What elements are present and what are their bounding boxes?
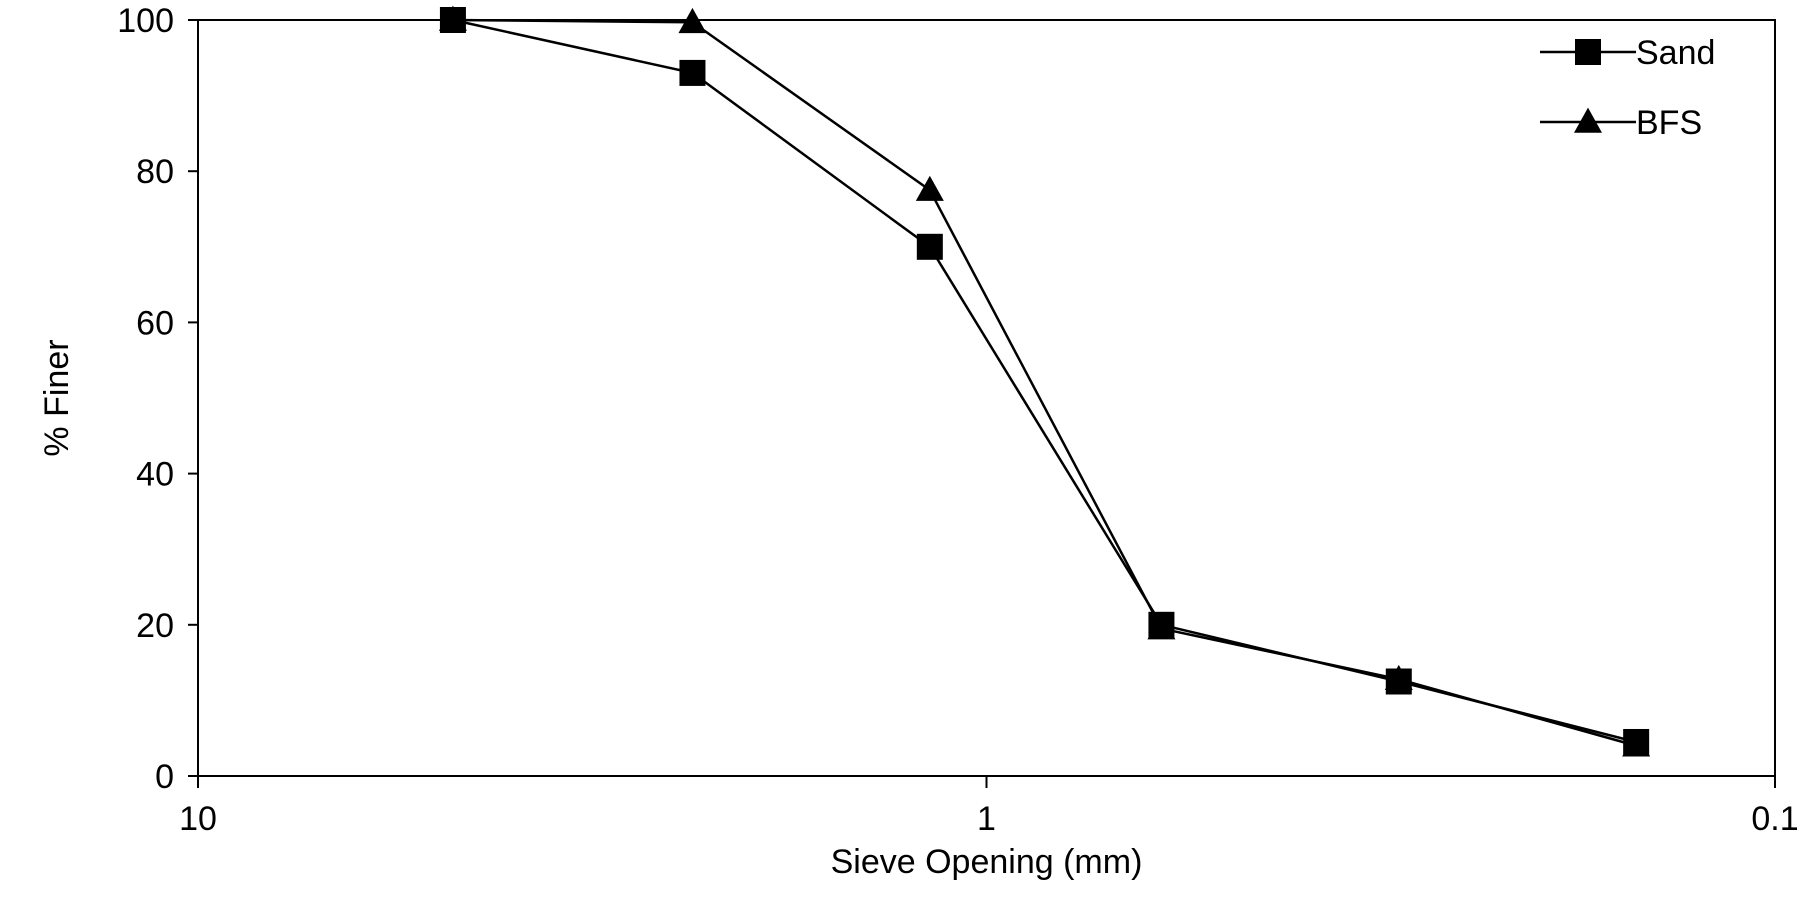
y-tick-label: 20 bbox=[136, 607, 174, 645]
data-point-bfs bbox=[915, 175, 944, 201]
y-tick-label: 60 bbox=[136, 304, 174, 342]
data-point-bfs bbox=[678, 7, 707, 34]
legend-label-bfs: BFS bbox=[1636, 104, 1702, 142]
legend-marker-bfs bbox=[1574, 107, 1602, 133]
series-bfs bbox=[438, 5, 1651, 757]
y-axis-title: % Finer bbox=[38, 339, 76, 456]
x-tick-label: 1 bbox=[977, 800, 996, 838]
y-axis: 0 20 40 60 80 100 bbox=[117, 2, 198, 796]
x-axis-title: Sieve Opening (mm) bbox=[831, 843, 1143, 881]
legend-item-sand: Sand bbox=[1540, 34, 1715, 72]
x-tick-label: 0.1 bbox=[1751, 800, 1798, 838]
plot-area bbox=[197, 19, 1776, 777]
y-tick-label: 80 bbox=[136, 153, 174, 191]
series-sand bbox=[439, 7, 1650, 755]
y-tick-label: 0 bbox=[155, 758, 174, 796]
data-point-sand bbox=[679, 59, 706, 86]
legend-item-bfs: BFS bbox=[1540, 104, 1702, 142]
data-point-sand bbox=[916, 233, 943, 260]
data-point-bfs bbox=[438, 5, 467, 31]
data-point-bfs bbox=[1622, 731, 1651, 757]
y-tick-label: 100 bbox=[117, 2, 174, 40]
legend-marker-sand bbox=[1575, 39, 1601, 65]
series-line-bfs bbox=[452, 18, 1637, 747]
x-axis: 10 1 0.1 bbox=[179, 776, 1799, 838]
legend-label-sand: Sand bbox=[1636, 34, 1715, 72]
plot-border bbox=[197, 19, 1776, 777]
y-tick-label: 40 bbox=[136, 456, 174, 494]
series-line-sand bbox=[452, 18, 1637, 744]
series-layer bbox=[438, 5, 1651, 757]
data-point-bfs bbox=[1147, 614, 1176, 640]
legend: Sand BFS bbox=[1540, 34, 1715, 142]
x-tick-label: 10 bbox=[179, 800, 217, 838]
data-point-bfs bbox=[1384, 664, 1413, 691]
